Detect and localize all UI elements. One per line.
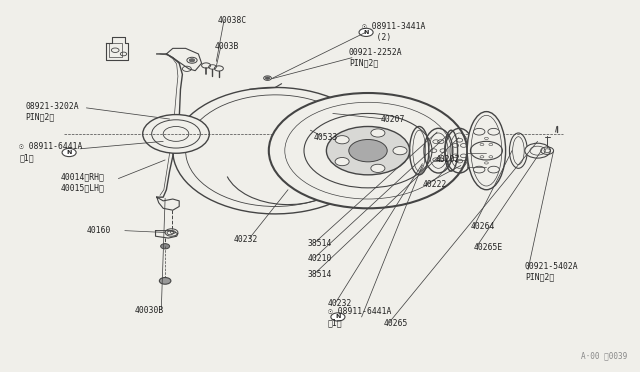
- Circle shape: [393, 147, 407, 155]
- Text: 4003B: 4003B: [214, 42, 239, 51]
- Text: 08921-3202A
PIN（2）: 08921-3202A PIN（2）: [26, 102, 79, 122]
- Text: 40160: 40160: [86, 226, 111, 235]
- Text: 40264: 40264: [470, 222, 495, 231]
- Circle shape: [143, 115, 209, 153]
- Text: N: N: [364, 30, 369, 35]
- Text: 40202: 40202: [435, 155, 460, 164]
- Text: 40232: 40232: [328, 299, 352, 308]
- Text: A·00 。0039: A·00 。0039: [581, 351, 627, 360]
- Text: ☉ 08911-6441A
（1）: ☉ 08911-6441A （1）: [19, 142, 83, 163]
- Circle shape: [371, 164, 385, 173]
- Text: 40014（RH）
40015（LH）: 40014（RH） 40015（LH）: [61, 172, 105, 192]
- Circle shape: [62, 148, 76, 157]
- Text: 40265: 40265: [384, 319, 408, 328]
- Text: 40210: 40210: [307, 254, 332, 263]
- Text: ☉ 08911-6441A
（1）: ☉ 08911-6441A （1）: [328, 307, 391, 327]
- Circle shape: [326, 126, 410, 175]
- Text: N: N: [67, 150, 72, 155]
- Circle shape: [474, 128, 485, 135]
- Circle shape: [488, 128, 499, 135]
- Circle shape: [189, 59, 195, 62]
- Circle shape: [488, 166, 499, 173]
- Circle shape: [331, 313, 345, 321]
- Circle shape: [349, 140, 387, 162]
- Text: 40222: 40222: [422, 180, 447, 189]
- Circle shape: [359, 28, 373, 36]
- Text: 40038C: 40038C: [218, 16, 247, 25]
- Text: 40232: 40232: [234, 235, 258, 244]
- Ellipse shape: [467, 112, 506, 190]
- Circle shape: [161, 244, 170, 249]
- Circle shape: [474, 166, 485, 173]
- Circle shape: [335, 157, 349, 166]
- Text: N: N: [335, 314, 340, 320]
- Text: ☉ 08911-3441A
   (2): ☉ 08911-3441A (2): [362, 22, 425, 42]
- Text: 40265E: 40265E: [474, 243, 503, 252]
- Text: 40533: 40533: [314, 133, 338, 142]
- Text: 00921-5402A
PIN（2）: 00921-5402A PIN（2）: [525, 262, 579, 282]
- Circle shape: [159, 278, 171, 284]
- Text: 40207: 40207: [381, 115, 405, 124]
- Text: 40030B: 40030B: [134, 306, 164, 315]
- Circle shape: [371, 129, 385, 137]
- Circle shape: [266, 77, 269, 79]
- Circle shape: [269, 93, 467, 208]
- Text: 38514: 38514: [307, 239, 332, 248]
- Text: 38514: 38514: [307, 270, 332, 279]
- Circle shape: [335, 136, 349, 144]
- Circle shape: [525, 143, 550, 158]
- Text: 00921-2252A
PIN（2）: 00921-2252A PIN（2）: [349, 48, 403, 68]
